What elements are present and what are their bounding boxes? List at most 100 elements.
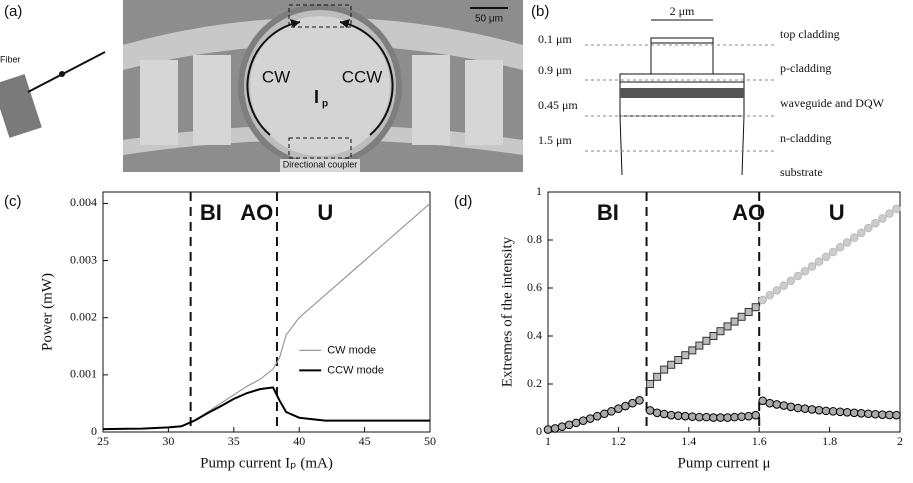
point [800,404,810,414]
point [635,396,644,405]
point [807,405,817,414]
y-tick-label: 0.003 [70,252,97,266]
point [779,281,789,290]
legend-label: CW mode [327,344,376,356]
point [793,271,803,281]
point [621,401,630,411]
point [772,286,782,295]
x-tick-label: 30 [162,434,174,448]
point [592,411,602,421]
point [765,398,775,408]
point [695,341,704,350]
point [723,413,732,422]
point [849,233,859,242]
point [871,409,880,419]
fiber-tip [0,74,42,138]
point [660,365,669,374]
point [856,408,866,418]
point [878,410,887,420]
point [758,295,768,305]
thickness: 0.1 μm [538,32,572,46]
point [557,422,567,432]
point [786,402,796,412]
point [653,372,662,381]
point [758,396,768,406]
fiber-label: Fiber [0,54,21,64]
point [744,411,753,421]
point [828,407,838,416]
panel-label: (b) [531,3,549,20]
layer-name: n-cladding [780,131,831,145]
point [864,409,873,419]
cw-label: CW [262,67,290,86]
thickness: 0.9 μm [538,63,572,77]
region-label: BI [597,200,619,225]
point [564,420,574,430]
point [892,204,901,214]
legend-label: CCW mode [327,364,384,376]
panel-label: (c) [4,193,22,210]
point [667,360,676,369]
point [821,252,831,262]
point [645,406,655,415]
point [779,401,789,410]
y-axis-label: Extremes of the intensity [499,236,515,387]
point [688,346,697,355]
point [688,412,697,421]
point [585,414,595,423]
cw-arrow [246,21,301,136]
point [835,407,845,417]
pad [465,60,503,145]
x-tick-label: 1.8 [822,434,837,448]
point [885,410,894,420]
point [652,408,662,418]
x-tick-label: 1.4 [681,434,696,448]
y-tick-label: 0.2 [527,376,542,390]
x-tick-label: 2 [897,434,903,448]
point [628,398,637,408]
point [578,416,588,426]
point [709,413,718,422]
point [730,412,739,422]
point [751,410,760,420]
point [814,405,824,415]
point [614,404,623,414]
point [878,214,887,223]
y-tick-label: 0.002 [70,309,97,323]
y-axis-label: Power (mW) [39,273,55,351]
point [659,409,669,419]
pad [412,55,450,145]
current-sub: p [322,99,328,110]
plot-frame [547,191,901,433]
layer-name: waveguide and DQW [780,96,885,110]
x-tick-label: 45 [359,434,371,448]
point [856,228,866,238]
arrow-head [290,19,300,28]
point [716,327,725,336]
region-label: U [317,200,333,225]
region-label: U [829,200,845,225]
x-axis-label: Pump current μ [677,455,770,471]
layer-diagram: 2 μm 0.1 μm 0.9 μm 0.45 μm 1.5 μm top cl… [538,4,885,179]
pad [193,55,231,145]
panel-label: (d) [454,193,472,210]
region-label: AO [240,200,273,225]
point [709,332,718,340]
point [607,407,616,416]
scale-label: 50 μm [475,14,503,25]
point [646,380,655,388]
point [828,247,838,257]
coupler-label: Directional coupler [283,159,358,169]
point [849,408,859,418]
current-label: I [314,87,319,107]
thickness: 0.45 μm [538,98,578,112]
point [871,218,880,228]
point [842,238,852,247]
point [800,266,810,276]
point [744,308,753,316]
y-tick-label: 0.4 [527,328,542,342]
arrow-head [340,19,350,28]
point [695,412,704,422]
y-tick-label: 0.001 [70,367,97,381]
